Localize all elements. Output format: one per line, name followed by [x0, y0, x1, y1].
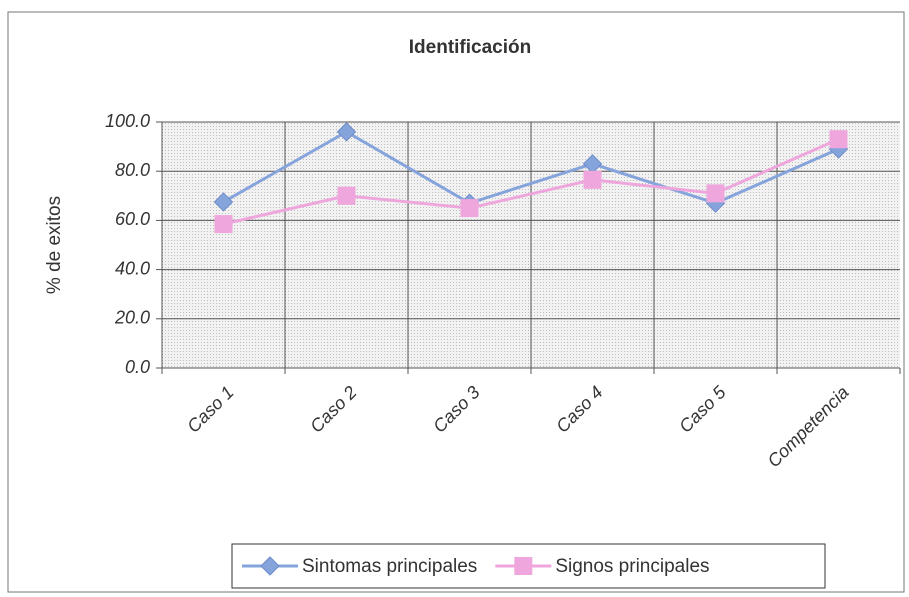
legend: Sintomas principales Signos principales: [231, 543, 826, 589]
data-point: [460, 199, 479, 218]
data-point: [214, 215, 233, 234]
data-point: [829, 130, 848, 149]
data-point: [337, 186, 356, 205]
y-tick-label: 80.0: [115, 160, 150, 180]
data-point: [336, 122, 357, 142]
legend-label: Signos principales: [555, 556, 709, 577]
legend-marker: [514, 557, 533, 575]
legend-marker: [260, 556, 280, 576]
data-point: [583, 170, 602, 189]
series-line: [223, 137, 840, 226]
y-tick-label: 100.0: [105, 111, 150, 131]
y-tick-label: 20.0: [114, 308, 150, 328]
y-tick-label: 40.0: [115, 258, 150, 278]
data-point: [213, 192, 234, 212]
series-line: [222, 130, 840, 205]
y-tick-label: 0.0: [125, 357, 150, 377]
y-tick-label: 60.0: [115, 209, 150, 229]
y-axis-label: % de exitos: [44, 196, 65, 294]
chart-title: Identificación: [409, 37, 531, 58]
data-point: [706, 184, 725, 203]
legend-label: Sintomas principales: [302, 556, 477, 577]
